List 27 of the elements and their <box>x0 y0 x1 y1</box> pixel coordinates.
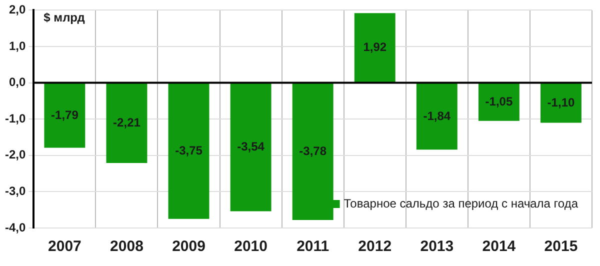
y-tick-label: -3,0 <box>4 184 26 198</box>
data-label: -3,75 <box>175 143 203 158</box>
data-label: -1,84 <box>423 108 451 123</box>
y-tick-label: -1,0 <box>4 111 26 126</box>
data-label: -2,21 <box>113 115 141 130</box>
y-axis-title: $ млрд <box>44 10 86 25</box>
y-tick-label: 0,0 <box>8 75 26 90</box>
x-tick-label: 2010 <box>234 238 268 256</box>
x-tick-label: 2014 <box>482 238 516 256</box>
y-tick-label: -2,0 <box>4 148 26 162</box>
data-label: -1,05 <box>485 94 513 108</box>
x-tick-label: 2013 <box>420 238 454 256</box>
y-tick-label: 2,0 <box>8 2 26 17</box>
data-label: -1,79 <box>51 108 79 122</box>
x-tick-label: 2009 <box>172 238 206 256</box>
y-tick-label: 1,0 <box>8 38 26 53</box>
legend-label: Товарное сальдо за период с начала года <box>344 196 578 210</box>
x-tick-label: 2008 <box>110 238 144 256</box>
x-tick-label: 2015 <box>544 238 578 256</box>
data-label: 1,92 <box>363 40 387 54</box>
data-label: -3,78 <box>299 144 327 158</box>
x-tick-label: 2012 <box>358 238 392 256</box>
x-tick-label: 2007 <box>48 238 82 256</box>
data-label: -1,10 <box>547 95 575 110</box>
x-tick-label: 2011 <box>296 238 330 256</box>
y-tick-label: -4,0 <box>4 220 26 234</box>
data-label: -3,54 <box>237 140 265 154</box>
